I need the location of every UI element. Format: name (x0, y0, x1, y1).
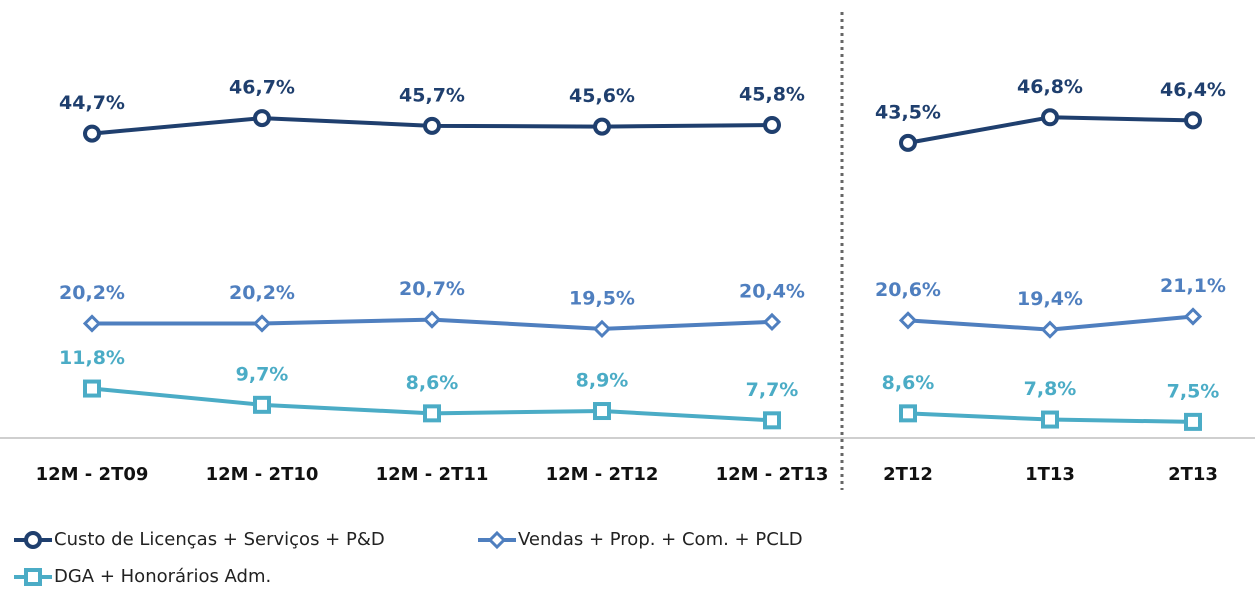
x-tick-label: 12M - 2T13 (716, 464, 829, 485)
data-point (1040, 320, 1060, 339)
legend-marker (24, 568, 42, 586)
data-point (1041, 108, 1059, 127)
value-label: 46,8% (1017, 76, 1083, 98)
data-point (899, 133, 917, 152)
value-label: 20,2% (229, 282, 295, 304)
legend-marker (487, 530, 507, 550)
value-label: 9,7% (236, 363, 289, 385)
value-label: 20,7% (399, 278, 465, 300)
data-point (762, 312, 782, 332)
value-label: 11,8% (59, 347, 125, 369)
data-point (899, 404, 917, 423)
value-label: 7,5% (1167, 380, 1220, 402)
value-label: 20,2% (59, 282, 125, 304)
data-point (253, 395, 271, 414)
value-label: 45,7% (399, 84, 465, 106)
data-point (422, 310, 442, 329)
data-point (1184, 111, 1202, 130)
data-point (1184, 412, 1202, 431)
x-tick-label: 12M - 2T12 (546, 464, 659, 485)
value-label: 19,4% (1017, 288, 1083, 310)
data-point (763, 116, 781, 135)
data-point (592, 319, 612, 338)
data-point (1183, 307, 1203, 326)
value-label: 19,5% (569, 287, 635, 309)
value-label: 21,1% (1160, 275, 1226, 297)
data-point (253, 109, 271, 128)
data-point (423, 116, 441, 135)
value-label: 20,4% (739, 280, 805, 302)
x-tick-label: 12M - 2T10 (206, 464, 319, 485)
value-label: 8,6% (882, 372, 935, 394)
data-point (763, 411, 781, 430)
value-label: 8,9% (576, 370, 629, 392)
legend-label: Vendas + Prop. + Com. + PCLD (518, 529, 803, 550)
legend-marker (24, 531, 42, 549)
x-tick-label: 2T13 (1168, 464, 1218, 485)
data-point (83, 124, 101, 143)
value-label: 7,8% (1024, 378, 1077, 400)
value-label: 46,7% (229, 77, 295, 99)
data-point (252, 314, 272, 333)
legend-label: Custo de Licenças + Serviços + P&D (54, 529, 385, 550)
value-label: 46,4% (1160, 79, 1226, 101)
data-point (423, 404, 441, 423)
value-label: 43,5% (875, 101, 941, 123)
value-label: 45,8% (739, 84, 805, 106)
x-tick-label: 2T12 (883, 464, 933, 485)
data-point (593, 402, 611, 421)
x-tick-label: 1T13 (1025, 464, 1075, 485)
value-label: 45,6% (569, 85, 635, 107)
x-tick-label: 12M - 2T09 (36, 464, 149, 485)
data-point (593, 117, 611, 136)
data-point (898, 311, 918, 330)
value-label: 7,7% (746, 379, 799, 401)
data-point (1041, 410, 1059, 429)
value-label: 8,6% (406, 372, 459, 394)
value-label: 20,6% (875, 279, 941, 301)
x-tick-label: 12M - 2T11 (376, 464, 489, 485)
value-label: 44,7% (59, 92, 125, 114)
data-point (82, 314, 102, 333)
legend-label: DGA + Honorários Adm. (54, 566, 271, 587)
data-point (83, 379, 101, 398)
